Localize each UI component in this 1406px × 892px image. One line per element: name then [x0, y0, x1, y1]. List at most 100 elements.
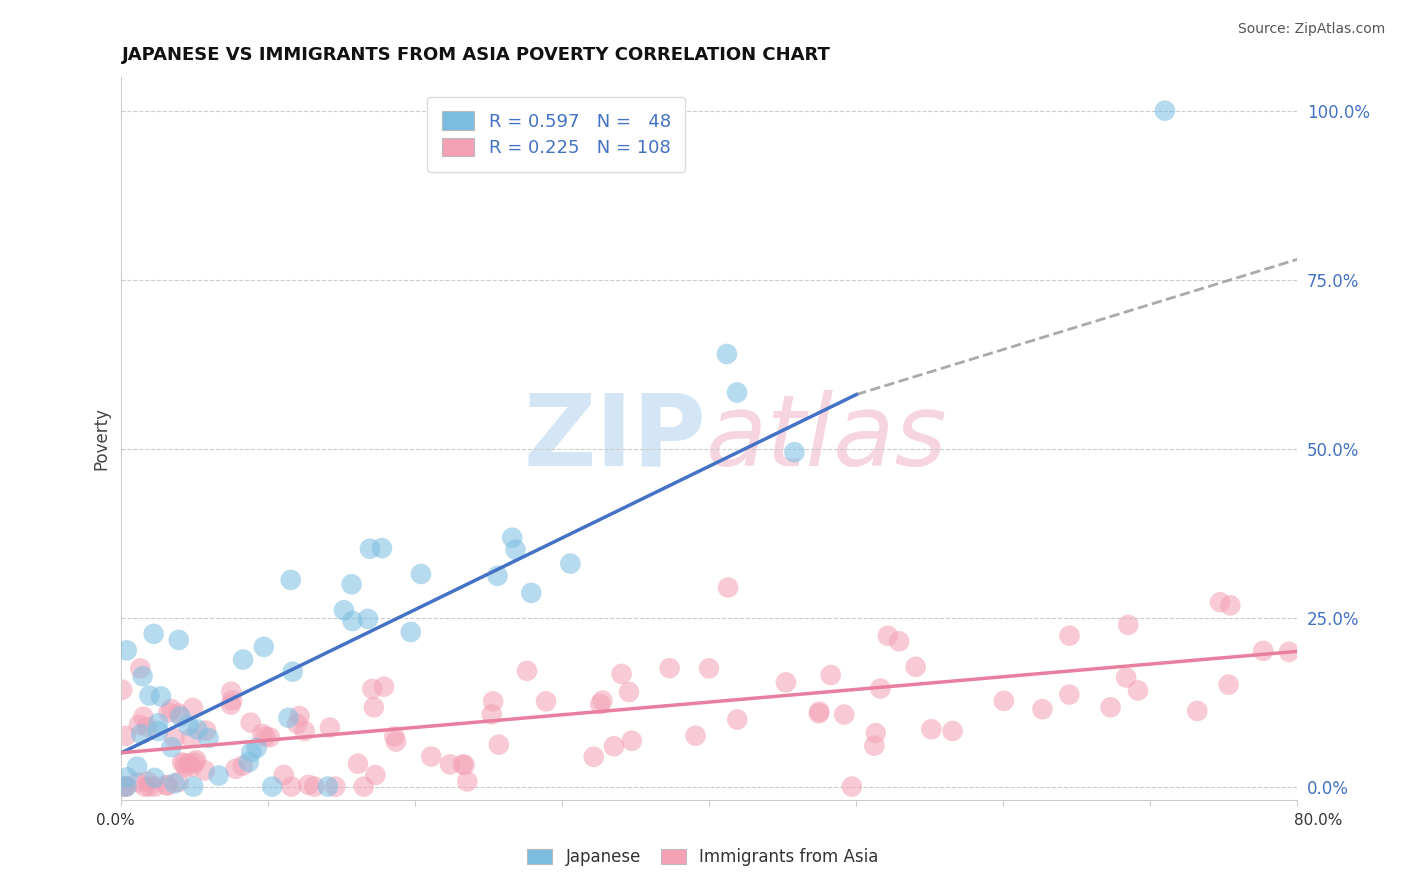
Point — [1218, 678, 1240, 692]
Point — [136, 774, 159, 789]
Point — [357, 612, 380, 626]
Point — [347, 756, 370, 771]
Point — [138, 780, 160, 794]
Point — [136, 720, 159, 734]
Point — [382, 730, 405, 744]
Point — [252, 727, 274, 741]
Text: JAPANESE VS IMMIGRANTS FROM ASIA POVERTY CORRELATION CHART: JAPANESE VS IMMIGRANTS FROM ASIA POVERTY… — [121, 46, 831, 64]
Point — [280, 780, 302, 794]
Point — [808, 705, 831, 719]
Point — [246, 740, 269, 755]
Point — [920, 722, 942, 736]
Point — [181, 760, 204, 774]
Point — [353, 780, 375, 794]
Point — [610, 667, 633, 681]
Point — [316, 780, 339, 794]
Point — [560, 557, 582, 571]
Point — [304, 780, 326, 794]
Point — [364, 768, 387, 782]
Point — [863, 739, 886, 753]
Point — [488, 738, 510, 752]
Point — [181, 701, 204, 715]
Point — [333, 603, 356, 617]
Legend: R = 0.597   N =   48, R = 0.225   N = 108: R = 0.597 N = 48, R = 0.225 N = 108 — [427, 96, 686, 171]
Point — [869, 681, 891, 696]
Point — [453, 758, 475, 772]
Point — [115, 770, 138, 784]
Point — [1251, 644, 1274, 658]
Point — [865, 726, 887, 740]
Point — [280, 573, 302, 587]
Point — [520, 586, 543, 600]
Point — [371, 541, 394, 556]
Point — [115, 780, 138, 794]
Point — [127, 759, 149, 773]
Point — [451, 757, 474, 772]
Point — [155, 778, 177, 792]
Point — [876, 629, 898, 643]
Point — [716, 347, 738, 361]
Point — [129, 661, 152, 675]
Point — [174, 760, 197, 774]
Point — [129, 727, 152, 741]
Point — [297, 778, 319, 792]
Y-axis label: Poverty: Poverty — [93, 407, 110, 470]
Point — [1219, 599, 1241, 613]
Point — [238, 755, 260, 769]
Point — [783, 445, 806, 459]
Point — [658, 661, 681, 675]
Point — [582, 749, 605, 764]
Point — [160, 740, 183, 755]
Point — [993, 694, 1015, 708]
Point — [163, 731, 186, 746]
Point — [262, 780, 284, 794]
Point — [285, 716, 308, 731]
Point — [253, 640, 276, 654]
Point — [239, 715, 262, 730]
Point — [232, 758, 254, 772]
Point — [225, 762, 247, 776]
Point — [820, 668, 842, 682]
Point — [128, 717, 150, 731]
Point — [697, 661, 720, 675]
Text: 80.0%: 80.0% — [1295, 814, 1343, 828]
Point — [373, 680, 395, 694]
Point — [591, 693, 613, 707]
Text: atlas: atlas — [706, 390, 948, 487]
Point — [288, 709, 311, 723]
Point — [240, 745, 263, 759]
Point — [1059, 688, 1081, 702]
Point — [342, 614, 364, 628]
Point — [361, 681, 384, 696]
Point — [1115, 671, 1137, 685]
Point — [725, 713, 748, 727]
Point — [207, 768, 229, 782]
Point — [132, 710, 155, 724]
Point — [170, 756, 193, 770]
Point — [219, 684, 242, 698]
Point — [589, 697, 612, 711]
Point — [177, 718, 200, 732]
Point — [363, 700, 385, 714]
Point — [725, 385, 748, 400]
Point — [146, 723, 169, 738]
Point — [195, 723, 218, 738]
Point — [232, 652, 254, 666]
Point — [143, 771, 166, 785]
Point — [617, 685, 640, 699]
Point — [409, 566, 432, 581]
Point — [603, 739, 626, 754]
Point — [904, 660, 927, 674]
Point — [114, 729, 136, 743]
Point — [717, 581, 740, 595]
Point — [115, 643, 138, 657]
Point — [181, 780, 204, 794]
Point — [131, 669, 153, 683]
Point — [516, 664, 538, 678]
Point — [1154, 103, 1177, 118]
Point — [1126, 683, 1149, 698]
Point — [186, 723, 208, 737]
Point — [1099, 700, 1122, 714]
Point — [194, 764, 217, 778]
Point — [157, 706, 180, 720]
